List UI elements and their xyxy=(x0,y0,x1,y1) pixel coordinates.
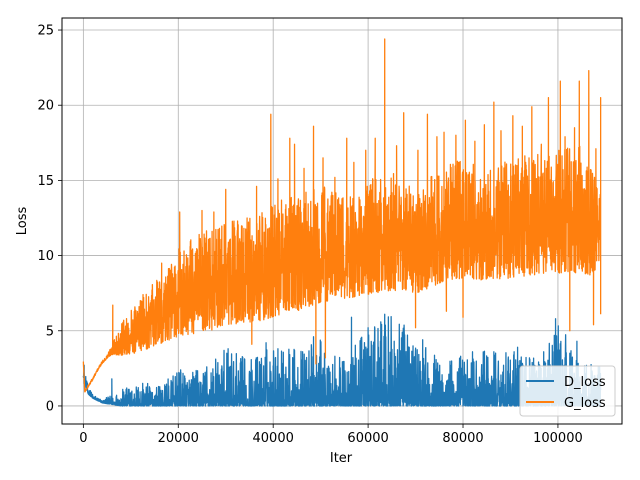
legend-label-g-loss: G_loss xyxy=(564,396,606,411)
y-tick-label: 5 xyxy=(46,324,54,339)
x-axis-ticks: 0 20000 40000 60000 80000 100000 xyxy=(79,424,583,446)
x-tick-label: 60000 xyxy=(347,431,388,446)
plot-area xyxy=(82,38,602,407)
x-tick-label: 0 xyxy=(79,431,87,446)
axes-frame xyxy=(61,17,623,425)
x-axis-label: Iter xyxy=(330,451,353,466)
series-line-d-loss xyxy=(82,313,602,407)
y-tick-label: 20 xyxy=(37,99,54,114)
legend-box xyxy=(519,365,616,417)
y-axis-label: Loss xyxy=(15,207,30,236)
y-tick-label: 15 xyxy=(37,174,54,189)
series-line-g-loss xyxy=(82,38,602,393)
x-tick-label: 80000 xyxy=(442,431,483,446)
x-tick-label: 100000 xyxy=(533,431,583,446)
y-axis-ticks: 0 5 10 15 20 25 xyxy=(37,24,62,414)
y-tick-label: 0 xyxy=(46,399,54,414)
y-tick-label: 10 xyxy=(37,249,54,264)
legend: D_loss G_loss xyxy=(519,365,616,417)
x-tick-label: 40000 xyxy=(253,431,294,446)
legend-label-d-loss: D_loss xyxy=(564,375,606,390)
x-tick-label: 20000 xyxy=(158,431,199,446)
y-tick-label: 25 xyxy=(37,24,54,39)
